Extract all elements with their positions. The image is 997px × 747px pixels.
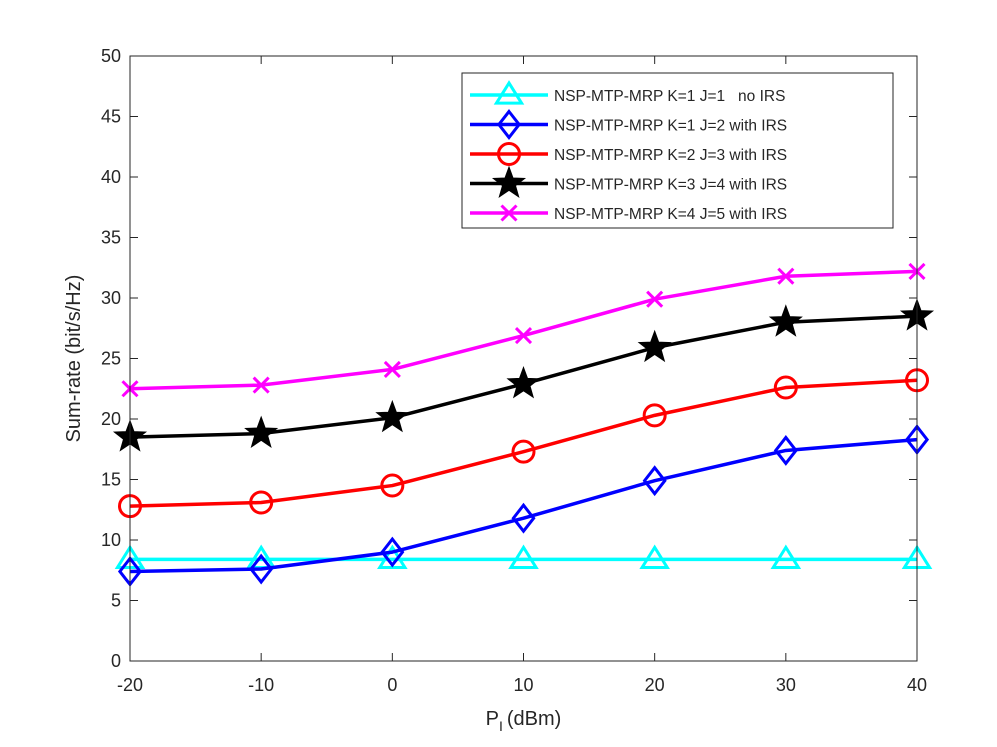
y-axis-label: Sum-rate (bit/s/Hz): [63, 275, 85, 443]
legend-marker-2: [496, 109, 522, 140]
legend-marker-1: [493, 80, 525, 105]
series-1-point-5: [639, 544, 670, 570]
series-5-point-4: [514, 326, 533, 345]
series-layer: [112, 262, 935, 587]
legend-label-1: NSP-MTP-MRP K=1 J=1 no IRS: [554, 88, 785, 105]
series-1-point-4: [508, 544, 539, 570]
series-3: [118, 368, 929, 519]
series-5-point-6: [777, 267, 795, 285]
legend-label-3: NSP-MTP-MRP K=2 J=3 with IRS: [554, 147, 787, 164]
y-tick-label-10: 45: [101, 107, 121, 127]
series-3-point-4: [511, 439, 536, 464]
legend-entry-4: NSP-MTP-MRP K=3 J=4 with IRS: [470, 165, 787, 199]
y-tick-label-6: 25: [101, 349, 121, 369]
x-tick-label-5: 20: [645, 675, 665, 695]
legend-marker-4: [491, 165, 527, 199]
series-2-point-2: [249, 553, 274, 585]
y-tick-label-3: 10: [101, 530, 121, 550]
x-tick-label-2: -10: [248, 675, 274, 695]
x-tick-label-1: -20: [117, 675, 143, 695]
legend-box: [461, 72, 894, 229]
series-3-point-3: [380, 473, 405, 498]
series-5-point-3: [383, 360, 401, 378]
x-axis-label: PI (dBm): [486, 708, 562, 734]
series-2-point-4: [511, 502, 536, 534]
series-2-line: [129, 437, 918, 574]
legend-label-2: NSP-MTP-MRP K=1 J=2 with IRS: [554, 118, 787, 135]
legend: NSP-MTP-MRP K=1 J=1 no IRS NSP-MTP-MRP K=…: [461, 72, 894, 229]
series-3-point-2: [249, 490, 274, 515]
legend-label-4: NSP-MTP-MRP K=3 J=4 with IRS: [554, 177, 787, 194]
series-3-point-5: [642, 403, 667, 428]
series-4-point-4: [506, 365, 541, 399]
y-tick-label-5: 20: [101, 409, 121, 429]
series-2-point-5: [642, 465, 667, 497]
series-3-line: [129, 378, 918, 508]
y-tick-label-1: 0: [111, 651, 121, 671]
legend-entry-3: NSP-MTP-MRP K=2 J=3 with IRS: [470, 142, 787, 166]
x-axis-label-main: P: [486, 708, 499, 730]
series-1-point-6: [770, 544, 802, 570]
series-5-point-2: [252, 376, 270, 394]
y-tick-label-4: 15: [101, 470, 121, 490]
series-2-point-3: [380, 536, 405, 568]
y-tick-label-8: 35: [101, 228, 121, 248]
legend-label-5: NSP-MTP-MRP K=4 J=5 with IRS: [554, 206, 787, 223]
legend-entry-1: NSP-MTP-MRP K=1 J=1 no IRS: [470, 80, 785, 105]
x-tick-label-3: 0: [387, 675, 397, 695]
legend-entry-2: NSP-MTP-MRP K=1 J=2 with IRS: [470, 109, 787, 140]
series-4-point-5: [637, 329, 672, 363]
x-tick-label-7: 40: [907, 675, 927, 695]
y-tick-label-11: 50: [101, 46, 121, 66]
y-tick-label-2: 5: [111, 591, 121, 611]
x-tick-label-4: 10: [513, 675, 533, 695]
series-4-point-3: [375, 399, 410, 433]
y-tick-label-9: 40: [101, 167, 121, 187]
legend-entry-5: NSP-MTP-MRP K=4 J=5 with IRS: [470, 204, 787, 223]
series-3-point-6: [773, 375, 798, 400]
legend-marker-5: [500, 204, 518, 222]
axis-layer: -20 -10 0 10 20 30 40 0 5 10 15 20 25 30 35 40 45 50: [101, 46, 927, 695]
x-axis-label-unit: (dBm): [507, 708, 561, 730]
series-4-point-2: [244, 415, 279, 449]
series-2-point-6: [773, 435, 798, 466]
legend-marker-3: [497, 142, 521, 166]
series-4-point-6: [768, 304, 803, 337]
series-5-point-5: [646, 290, 664, 308]
y-tick-label-7: 30: [101, 288, 121, 308]
x-axis-label-subscript: I: [499, 718, 503, 734]
x-tick-label-6: 30: [776, 675, 796, 695]
